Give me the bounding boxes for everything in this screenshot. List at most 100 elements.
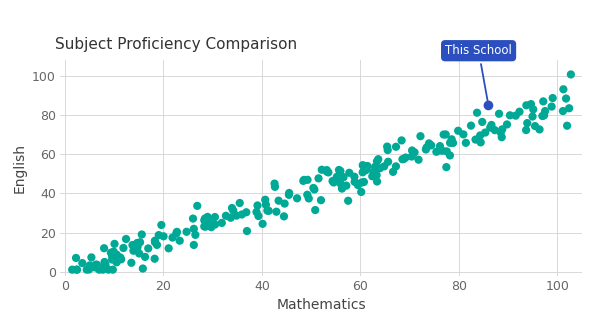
Point — [199, 217, 209, 223]
Point — [85, 263, 95, 268]
Point — [241, 210, 251, 215]
Point — [401, 155, 410, 160]
Point — [168, 235, 178, 240]
Point — [135, 240, 145, 245]
Point — [253, 203, 262, 208]
Point — [104, 267, 113, 272]
Y-axis label: English: English — [13, 143, 26, 193]
Point — [159, 234, 169, 239]
Point — [317, 167, 326, 172]
Point — [372, 159, 382, 164]
Point — [529, 107, 538, 112]
Point — [67, 267, 77, 272]
Point — [358, 170, 367, 175]
Point — [422, 145, 431, 150]
Point — [490, 127, 500, 133]
Point — [128, 242, 137, 248]
Point — [329, 180, 338, 185]
Point — [358, 163, 368, 168]
Point — [119, 245, 128, 251]
Point — [150, 256, 160, 261]
Point — [242, 228, 252, 234]
Point — [424, 141, 434, 146]
Point — [128, 248, 138, 253]
Point — [369, 169, 379, 174]
Point — [372, 172, 382, 178]
Point — [274, 198, 283, 203]
Point — [72, 267, 82, 272]
Point — [391, 164, 401, 169]
Point — [356, 180, 366, 185]
Point — [323, 170, 333, 175]
Point — [303, 177, 313, 182]
Point — [188, 216, 198, 221]
Point — [373, 157, 383, 162]
Text: Subject Proficiency Comparison: Subject Proficiency Comparison — [55, 37, 297, 52]
Point — [322, 169, 332, 174]
Point — [445, 140, 455, 145]
Point — [191, 232, 200, 238]
Point — [494, 111, 504, 117]
Point — [362, 163, 372, 169]
Point — [205, 221, 215, 226]
Point — [152, 242, 162, 248]
Point — [71, 255, 81, 261]
Point — [484, 103, 493, 108]
Point — [515, 109, 524, 114]
Point — [335, 181, 345, 186]
Point — [343, 198, 353, 204]
Point — [362, 167, 371, 172]
Point — [308, 185, 318, 191]
Point — [227, 205, 237, 211]
Point — [421, 147, 431, 152]
Point — [221, 213, 230, 218]
Point — [302, 192, 312, 198]
Point — [466, 123, 476, 128]
Point — [91, 262, 100, 267]
Point — [226, 215, 235, 220]
Point — [284, 192, 294, 198]
Point — [398, 157, 407, 162]
Point — [435, 148, 445, 153]
Point — [204, 219, 214, 224]
Point — [356, 189, 366, 195]
Point — [416, 133, 425, 139]
Point — [200, 224, 210, 229]
Point — [137, 232, 146, 237]
Point — [217, 220, 227, 225]
Point — [562, 123, 572, 128]
Point — [383, 159, 393, 164]
Point — [339, 175, 349, 180]
Point — [548, 95, 557, 101]
Point — [270, 184, 280, 190]
Point — [461, 140, 470, 145]
Point — [379, 164, 389, 169]
Point — [335, 168, 345, 174]
Point — [540, 109, 550, 114]
Point — [298, 178, 308, 183]
Point — [254, 213, 263, 219]
Point — [100, 259, 109, 265]
Point — [86, 255, 96, 260]
Point — [172, 231, 181, 236]
Point — [435, 143, 445, 149]
Point — [526, 101, 536, 107]
Point — [84, 267, 94, 272]
Point — [497, 134, 506, 140]
Point — [111, 254, 121, 259]
Point — [210, 222, 220, 227]
Point — [258, 221, 268, 226]
Point — [350, 179, 359, 184]
Point — [210, 214, 220, 220]
Point — [157, 222, 166, 228]
Point — [382, 144, 392, 149]
Point — [487, 122, 496, 128]
Point — [107, 254, 117, 259]
Point — [140, 254, 150, 260]
Point — [442, 149, 452, 154]
Point — [251, 209, 261, 215]
Point — [143, 246, 153, 251]
Point — [200, 216, 210, 221]
Point — [264, 208, 274, 213]
Point — [107, 257, 117, 262]
